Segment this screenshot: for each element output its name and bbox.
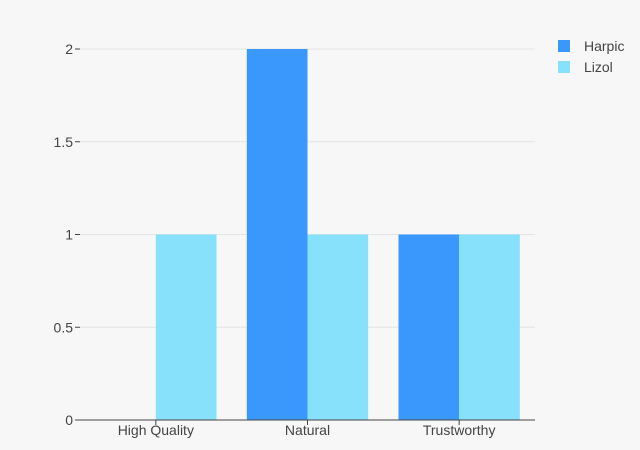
x-axis-ticks: High Quality Natural Trustworthy: [118, 420, 496, 438]
y-tick-label: 1.5: [54, 134, 74, 150]
bar-harpic-natural[interactable]: [246, 49, 308, 420]
legend-label: Harpic: [584, 38, 624, 54]
legend: Harpic Lizol: [558, 38, 624, 75]
y-tick-label: 0.5: [54, 319, 74, 335]
legend-item-lizol[interactable]: Lizol: [558, 59, 613, 75]
y-tick-label: 1: [65, 227, 73, 243]
y-tick-label: 0: [65, 412, 73, 428]
legend-swatch: [558, 61, 570, 73]
bar-lizol-trustworthy[interactable]: [459, 234, 520, 421]
x-tick-label: Natural: [285, 422, 330, 438]
bar-lizol-natural[interactable]: [307, 234, 369, 421]
y-tick-label: 2: [65, 41, 73, 57]
legend-swatch: [558, 40, 570, 52]
y-axis-ticks: 0 0.5 1 1.5 2: [54, 41, 80, 428]
legend-label: Lizol: [584, 59, 613, 75]
legend-item-harpic[interactable]: Harpic: [558, 38, 624, 54]
bars: [155, 49, 520, 421]
bar-harpic-trustworthy[interactable]: [398, 234, 460, 421]
x-tick-label: Trustworthy: [423, 422, 496, 438]
bar-lizol-high-quality[interactable]: [155, 234, 217, 421]
x-tick-label: High Quality: [118, 422, 194, 438]
